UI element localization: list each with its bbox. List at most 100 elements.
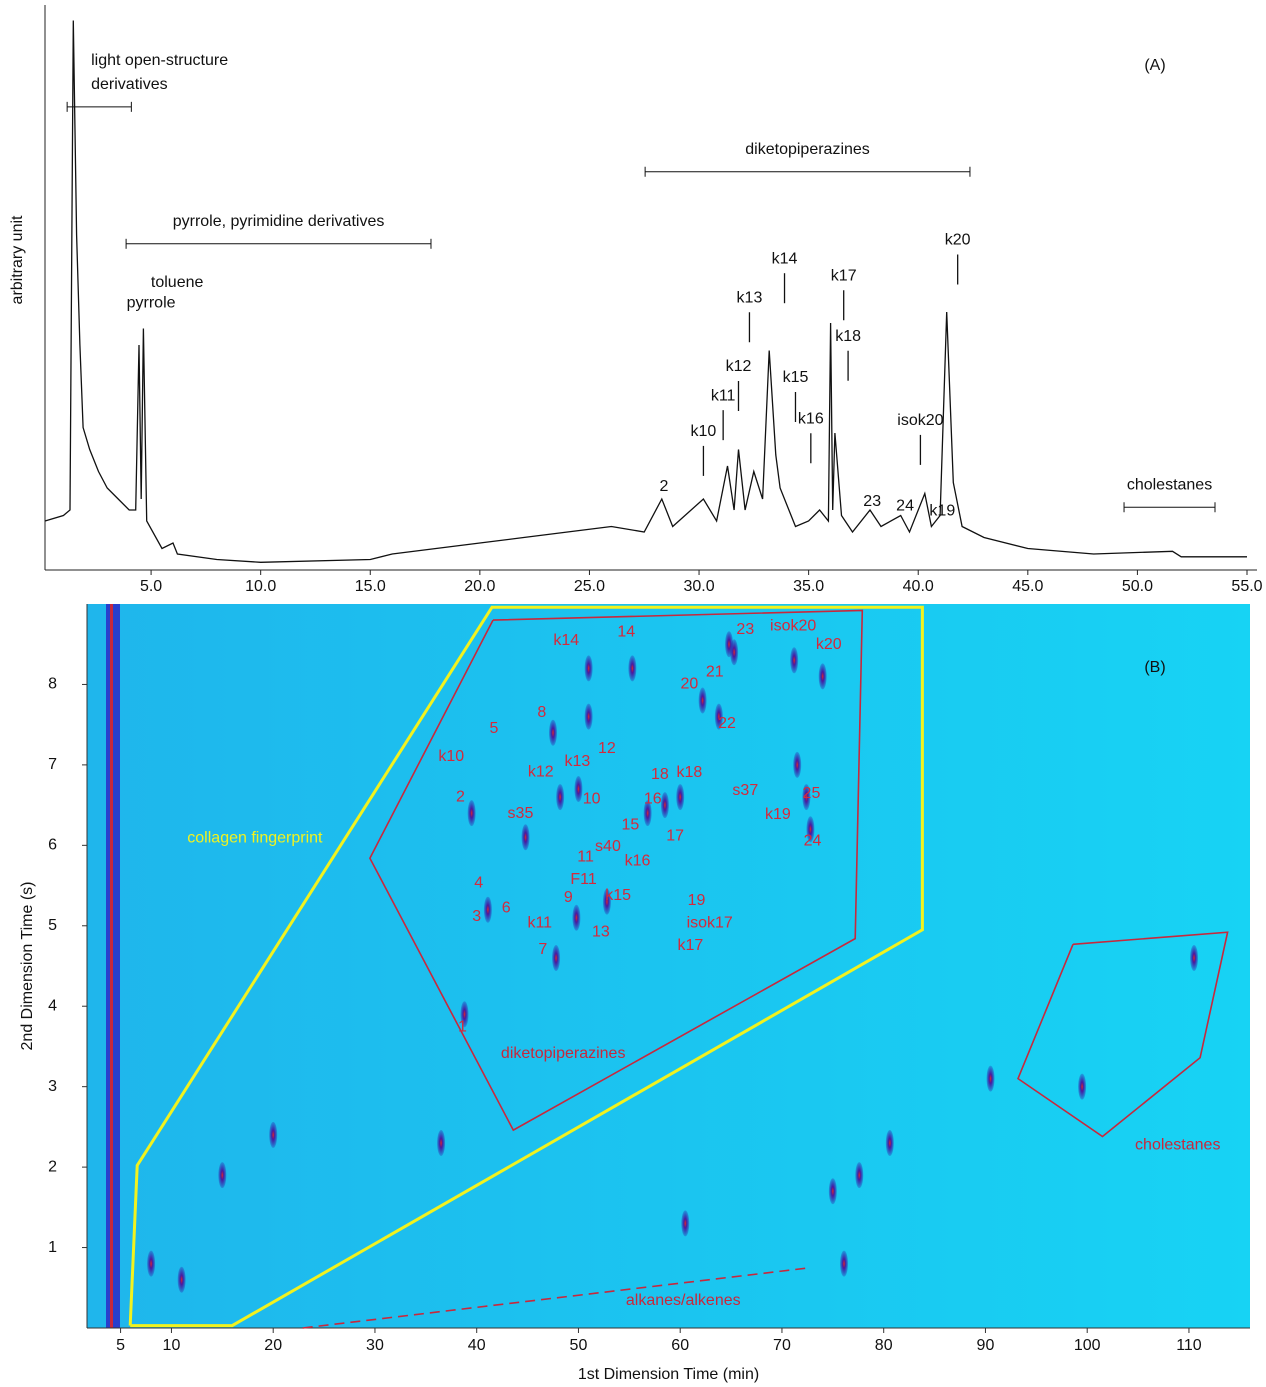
region-label: cholestanes <box>1135 1137 1220 1154</box>
spot <box>643 800 652 827</box>
spot <box>698 687 707 714</box>
peak-label: 24 <box>896 497 914 514</box>
y-axis-label: 2nd Dimension Time (s) <box>19 882 36 1051</box>
x-tick-label: 70 <box>773 1337 791 1354</box>
compound-label: k14 <box>553 632 579 649</box>
peak-label: 23 <box>863 493 881 510</box>
compound-label: 10 <box>583 791 601 808</box>
spot <box>552 944 561 971</box>
compound-label: 25 <box>803 785 821 802</box>
x-tick-label: 40.0 <box>903 578 934 595</box>
spot <box>460 1001 469 1028</box>
x-tick-label: 110 <box>1176 1337 1202 1354</box>
y-tick-label: 2 <box>48 1158 57 1175</box>
peak-label: k13 <box>737 289 763 306</box>
spot <box>660 792 669 819</box>
compound-label: 3 <box>472 908 481 925</box>
compound-label: k10 <box>438 748 464 765</box>
region-outline <box>302 1266 811 1329</box>
signal-line <box>44 20 1247 563</box>
y-tick-label: 3 <box>48 1078 57 1095</box>
compound-label: 1 <box>458 1018 467 1035</box>
x-axis-label: 1st Dimension Time (min) <box>578 1366 759 1383</box>
compound-label: 16 <box>644 791 662 808</box>
compound-label: s35 <box>508 805 534 822</box>
panel-label: (A) <box>1144 57 1165 74</box>
range-label: diketopiperazines <box>745 141 870 158</box>
compound-label: 23 <box>736 621 754 638</box>
spot <box>840 1250 849 1277</box>
compound-label: isok17 <box>687 915 733 932</box>
spot <box>1078 1073 1087 1100</box>
x-tick-label: 10 <box>163 1337 181 1354</box>
x-tick-label: 50 <box>570 1337 588 1354</box>
spot <box>483 896 492 923</box>
compound-label: 13 <box>592 923 610 940</box>
compound-label: k11 <box>527 915 552 932</box>
peak-label: k10 <box>691 423 717 440</box>
range-label: derivatives <box>91 76 167 93</box>
range-label: pyrrole, pyrimidine derivatives <box>173 213 385 230</box>
spot <box>730 639 739 666</box>
region-label: alkanes/alkenes <box>626 1292 741 1309</box>
y-tick-label: 7 <box>48 756 57 773</box>
compound-label: 2 <box>456 788 465 805</box>
x-tick-label: 90 <box>977 1337 995 1354</box>
spot <box>802 784 811 811</box>
region-outline <box>128 605 924 1328</box>
peak-label: pyrrole <box>127 294 176 311</box>
x-tick-label: 5.0 <box>140 578 162 595</box>
region-label: diketopiperazines <box>501 1045 626 1062</box>
spot <box>521 824 530 851</box>
spot <box>818 663 827 690</box>
region-outline <box>1017 931 1229 1138</box>
x-tick-label: 20 <box>264 1337 282 1354</box>
compound-label: 6 <box>502 899 511 916</box>
spot <box>885 1129 894 1156</box>
x-tick-label: 20.0 <box>464 578 495 595</box>
spot <box>556 784 565 811</box>
y-tick-label: 5 <box>48 917 57 934</box>
y-tick-label: 6 <box>48 837 57 854</box>
peak-label: toluene <box>151 274 204 291</box>
spot <box>584 655 593 682</box>
compound-label: 12 <box>598 740 616 757</box>
peak-label: k20 <box>945 232 971 249</box>
spot <box>218 1162 227 1189</box>
spot <box>1190 944 1199 971</box>
plot-area <box>87 604 1250 1328</box>
x-tick-label: 30.0 <box>683 578 714 595</box>
spot <box>177 1266 186 1293</box>
compound-label: 20 <box>680 676 698 693</box>
spot <box>855 1162 864 1189</box>
compound-label: k20 <box>816 636 842 653</box>
peak-label: k15 <box>783 369 809 386</box>
compound-label: k16 <box>625 853 651 870</box>
x-tick-label: 60 <box>671 1337 689 1354</box>
x-tick-label: 55.0 <box>1231 578 1262 595</box>
peak-label: 2 <box>660 478 669 495</box>
spot <box>574 776 583 803</box>
region-label: collagen fingerprint <box>187 829 323 846</box>
spot <box>549 719 558 746</box>
compound-label: 11 <box>577 849 594 866</box>
x-tick-label: 80 <box>875 1337 893 1354</box>
panel-label: (B) <box>1144 659 1165 676</box>
y-tick-label: 8 <box>48 676 57 693</box>
compound-label: 4 <box>474 874 483 891</box>
spot <box>790 647 799 674</box>
spot <box>584 703 593 730</box>
spot <box>437 1129 446 1156</box>
spot <box>269 1121 278 1148</box>
compound-label: k17 <box>677 937 703 954</box>
compound-label: k12 <box>528 763 554 780</box>
peak-label: k18 <box>835 328 861 345</box>
compound-label: 14 <box>617 623 635 640</box>
compound-label: 17 <box>666 828 684 845</box>
y-tick-label: 1 <box>48 1239 57 1256</box>
x-tick-label: 15.0 <box>355 578 386 595</box>
compound-label: 5 <box>490 720 499 737</box>
spot <box>793 751 802 778</box>
spot <box>572 904 581 931</box>
